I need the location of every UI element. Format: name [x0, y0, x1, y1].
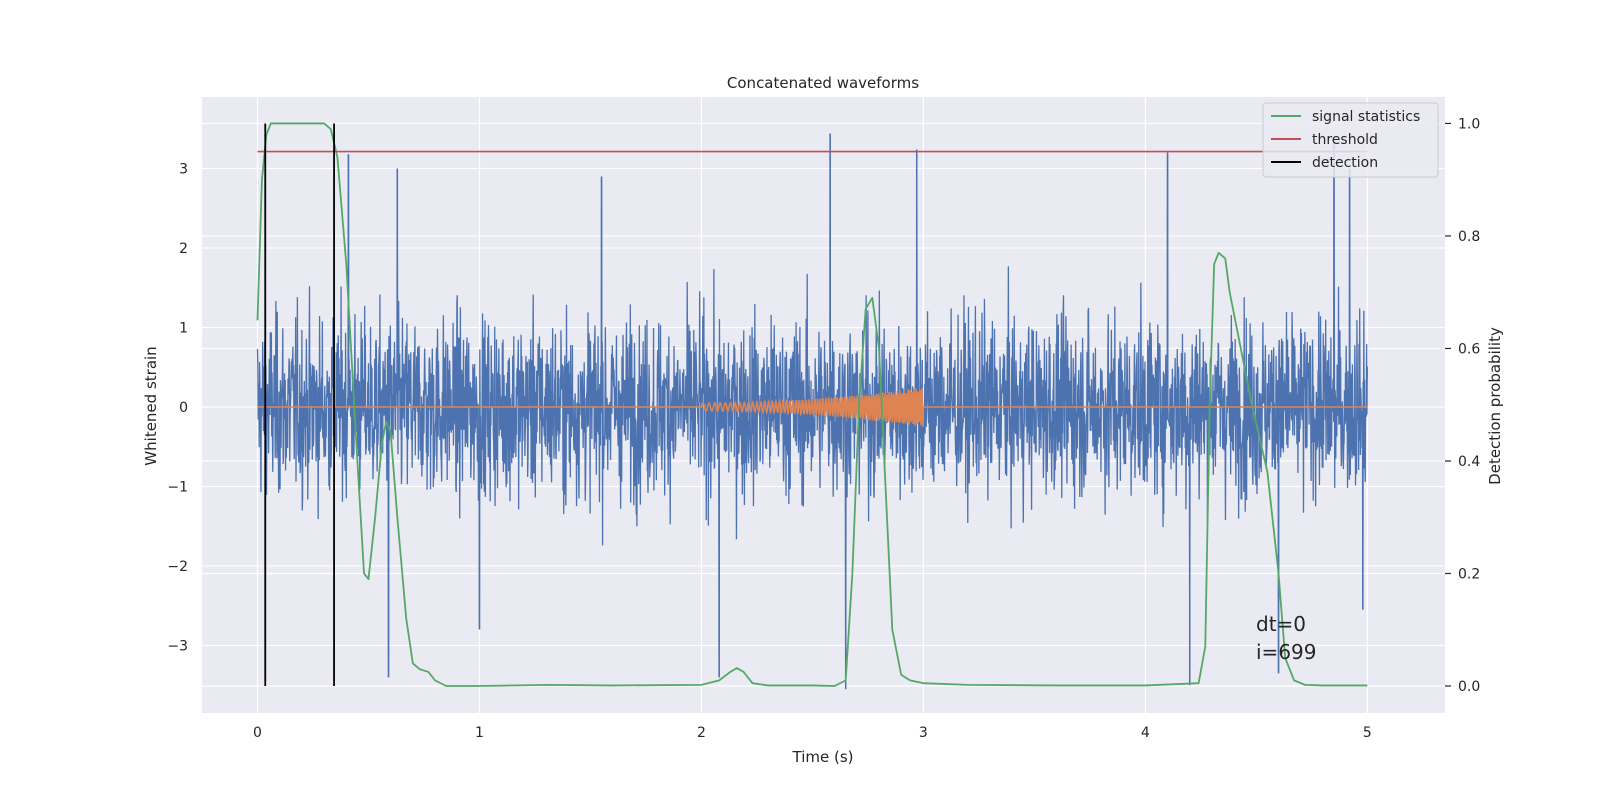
injected-signal-line	[257, 387, 1368, 427]
y-tick-label: −2	[167, 559, 188, 575]
y-tick-label: −3	[167, 638, 188, 654]
y2-tick-label: 1.0	[1458, 116, 1480, 132]
y-tick-label: 1	[179, 321, 188, 337]
legend-label-signal-statistics: signal statistics	[1312, 109, 1420, 125]
y2-tick-label: 0.4	[1458, 454, 1480, 470]
y2-tick-label: 0.8	[1458, 229, 1480, 245]
detection-probability-layer	[256, 122, 1368, 687]
legend: signal statistics threshold detection	[1262, 102, 1439, 178]
annotation-i: i=699	[1256, 640, 1317, 664]
legend-label-detection: detection	[1312, 155, 1378, 171]
annotation-dt: dt=0	[1256, 612, 1306, 636]
y-tick-label: −1	[167, 479, 188, 495]
y2-tick-label: 0.0	[1458, 679, 1480, 695]
chart-title: Concatenated waveforms	[727, 74, 919, 92]
injected-signal-series	[257, 387, 1368, 427]
y2-tick-label: 0.6	[1458, 341, 1480, 357]
y-tick-label: 2	[179, 241, 188, 257]
legend-label-threshold: threshold	[1312, 132, 1378, 148]
x-tick-label: 1	[475, 725, 484, 741]
tick-labels: 0 1 2 3 4 5 −3 −2 −1 0 1 2 3 0.0 0.2 0.4 0.6 0.8 1.0	[167, 116, 1480, 741]
y-tick-label: 3	[179, 162, 188, 178]
annotation: dt=0 i=699	[1256, 612, 1317, 664]
x-axis-label: Time (s)	[792, 748, 854, 766]
x-tick-label: 4	[1141, 725, 1150, 741]
x-tick-label: 0	[253, 725, 262, 741]
y-axis-label: Whitened strain	[142, 346, 160, 465]
signal-statistics-line	[256, 122, 1368, 687]
y-tick-label: 0	[179, 400, 188, 416]
legend-box	[1262, 102, 1439, 178]
y2-tick-label: 0.2	[1458, 566, 1480, 582]
x-tick-label: 5	[1363, 725, 1372, 741]
x-tick-label: 3	[919, 725, 928, 741]
y2-axis-label: Detection probability	[1486, 327, 1504, 485]
x-tick-label: 2	[697, 725, 706, 741]
